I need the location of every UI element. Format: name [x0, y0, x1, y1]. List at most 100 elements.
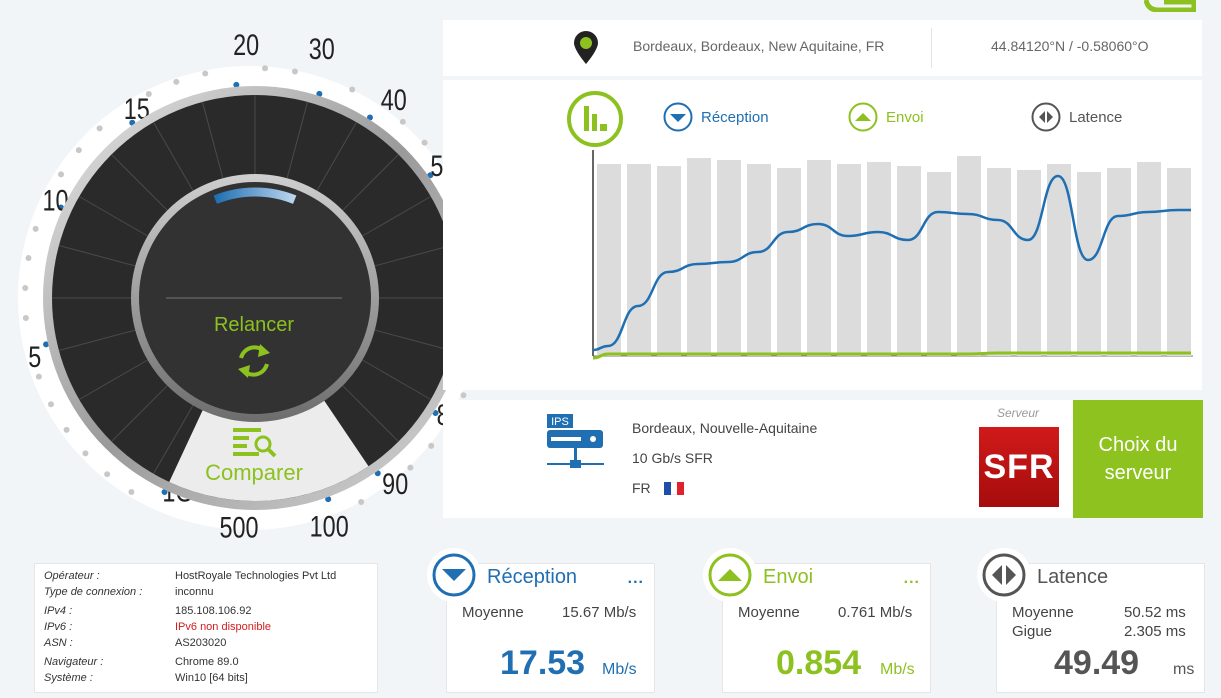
latency-card: Latence Moyenne 50.52 ms Gigue 2.305 ms …: [977, 548, 1205, 693]
compare-icon: [233, 428, 277, 458]
chart-bar: [597, 164, 621, 356]
location-coords: 44.84120°N / -0.58060°O: [991, 38, 1149, 54]
latency-badge[interactable]: [977, 548, 1031, 602]
chart-icon[interactable]: [566, 90, 624, 148]
gauge-segment-line: [342, 385, 399, 442]
refresh-icon: [238, 344, 270, 378]
relaunch-button[interactable]: Relancer: [214, 314, 294, 378]
chart-bar: [717, 160, 741, 356]
top-corner-icon: [1144, 0, 1196, 12]
gauge-dot: [358, 499, 365, 506]
info-key: IPv6 :: [44, 621, 73, 633]
gauge-segment-line: [286, 101, 309, 179]
gauge-scale-label: 5: [28, 340, 41, 373]
chart-bar: [1047, 164, 1071, 356]
gauge-scale-label: 30: [309, 32, 335, 65]
chart-bar: [1137, 162, 1161, 356]
gauge-dot: [35, 373, 42, 380]
latency-jitter-value: 2.305 ms: [1124, 623, 1186, 640]
gauge-dot: [262, 65, 269, 72]
gauge-segment-line: [58, 244, 136, 267]
chart-bar: [1077, 172, 1101, 356]
chart-bar: [867, 162, 891, 356]
info-value: inconnu: [175, 586, 214, 598]
chart-bar: [807, 160, 831, 356]
gauge-segment-line: [374, 244, 452, 267]
info-key: Type de connexion :: [44, 586, 143, 598]
speed-chart: [592, 150, 1193, 360]
chart-bar: [1167, 168, 1191, 356]
info-value: 185.108.106.92: [175, 605, 252, 617]
sfr-logo: SFR: [979, 427, 1059, 507]
gauge-segment-line: [362, 196, 432, 237]
gauge-scale-label: 20: [233, 28, 259, 61]
chart-bar: [687, 158, 711, 356]
server-speed: 10 Gb/s SFR: [632, 450, 713, 466]
latency-average-row: Moyenne 50.52 ms: [1012, 604, 1186, 621]
gauge-dot: [25, 255, 32, 262]
gauge-segment-line: [201, 101, 224, 179]
reception-more-button[interactable]: ...: [627, 570, 644, 587]
gauge-scale-label: 90: [382, 467, 408, 500]
location-divider: [931, 28, 932, 68]
chart-bar: [837, 164, 861, 356]
latency-jitter-row: Gigue 2.305 ms: [1012, 623, 1186, 640]
legend-latency-label: Latence: [1069, 108, 1123, 126]
legend-latency[interactable]: Latence: [1031, 102, 1122, 132]
relaunch-label[interactable]: Relancer: [214, 314, 294, 336]
info-value: Win10 [64 bits]: [175, 672, 248, 684]
reception-badge[interactable]: [427, 548, 481, 602]
server-country: FR: [632, 480, 651, 496]
gauge-dot: [407, 464, 414, 471]
chart-bar: [777, 168, 801, 356]
ips-label: IPS: [551, 416, 569, 428]
reception-badge-icon: [432, 553, 476, 597]
upload-more-button[interactable]: ...: [903, 570, 920, 587]
gauge-segment-line: [153, 121, 194, 191]
upload-badge[interactable]: [703, 548, 757, 602]
gauge-dot: [104, 471, 111, 478]
info-value: IPv6 non disponible: [175, 621, 272, 633]
info-key: Navigateur :: [44, 656, 104, 668]
gauge-dot: [291, 68, 298, 75]
gauge-dot: [421, 139, 428, 146]
gauge-segment-line: [342, 154, 399, 211]
gauge-scale-label: 40: [381, 83, 407, 116]
gauge-dot: [22, 315, 29, 322]
gauge-tick: [43, 341, 50, 348]
gauge-segment-line: [153, 405, 194, 475]
gauge-dot: [75, 147, 82, 154]
gauge-segment-line: [374, 329, 452, 352]
location-bar: Bordeaux, Bordeaux, New Aquitaine, FR 44…: [443, 20, 1202, 76]
info-value: HostRoyale Technologies Pvt Ltd: [175, 570, 337, 582]
reception-card: Réception ... Moyenne 15.67 Mb/s 17.53 M…: [427, 548, 655, 693]
reception-average-value: 15.67 Mb/s: [562, 604, 637, 621]
legend-reception[interactable]: Réception: [663, 102, 769, 132]
connection-info: Opérateur : HostRoyale Technologies Pvt L…: [34, 563, 378, 693]
gauge-dot: [128, 488, 135, 495]
reception-value: 17.53: [500, 644, 586, 682]
gauge-segment-line: [58, 329, 136, 352]
upload-unit: Mb/s: [880, 661, 915, 678]
choose-server-button[interactable]: Choix du serveur: [1073, 400, 1203, 518]
gauge-segments: [52, 95, 458, 475]
series-line-upload: [592, 351, 1191, 360]
upload-title: Envoi: [763, 566, 814, 588]
gauge-segment-line: [78, 196, 148, 237]
chart-bar: [927, 172, 951, 356]
ips-server-icon: IPS: [547, 414, 604, 468]
gauge-segment-line: [362, 359, 432, 400]
gauge-tick: [325, 496, 332, 503]
chart-panel: Réception Envoi Latence: [443, 80, 1202, 390]
latency-average-label: Moyenne: [1012, 604, 1074, 621]
compare-button[interactable]: Comparer: [205, 428, 303, 485]
compare-label[interactable]: Comparer: [205, 460, 303, 485]
upload-average-label: Moyenne: [738, 604, 800, 621]
info-key: IPv4 :: [44, 605, 73, 617]
chart-bar: [1017, 170, 1041, 356]
choose-server-label[interactable]: Choix du serveur: [1098, 434, 1178, 484]
legend-upload[interactable]: Envoi: [848, 102, 924, 132]
latency-value: 49.49: [1054, 644, 1140, 682]
chart-bar: [1107, 168, 1131, 356]
chart-bar: [627, 164, 651, 356]
